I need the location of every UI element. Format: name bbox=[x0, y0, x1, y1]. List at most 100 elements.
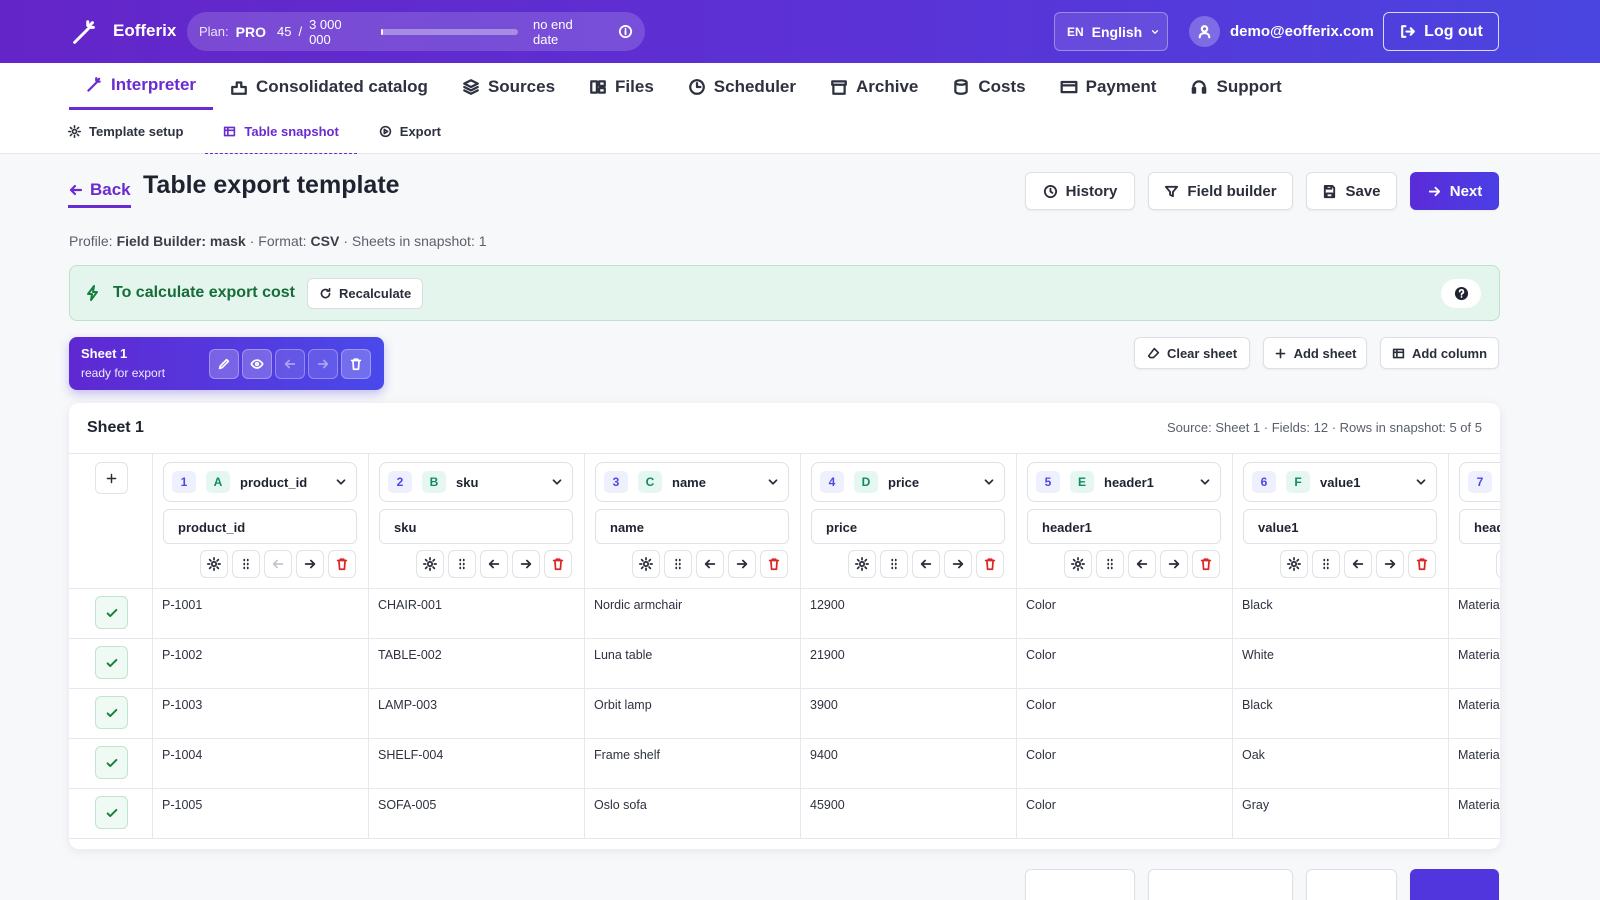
bottom-toolbar-button[interactable] bbox=[1410, 869, 1499, 900]
icon-shape bbox=[106, 708, 117, 717]
nav-tab[interactable]: Payment bbox=[1043, 63, 1174, 110]
column-field-input[interactable]: sku bbox=[379, 509, 573, 544]
column-action[interactable] bbox=[448, 550, 476, 578]
bottom-toolbar-button[interactable] bbox=[1025, 869, 1135, 900]
row-check[interactable] bbox=[95, 746, 128, 779]
toolbar-button[interactable]: Save bbox=[1306, 172, 1397, 210]
column-action[interactable] bbox=[200, 550, 228, 578]
row-check[interactable] bbox=[95, 596, 128, 629]
column-action[interactable] bbox=[976, 550, 1004, 578]
language-select[interactable]: EN English bbox=[1054, 12, 1168, 51]
column-action[interactable] bbox=[848, 550, 876, 578]
column-action[interactable] bbox=[296, 550, 324, 578]
nav-tab[interactable]: Costs bbox=[935, 63, 1042, 110]
column-letter: B bbox=[422, 471, 446, 493]
column-action[interactable] bbox=[728, 550, 756, 578]
column-action[interactable] bbox=[1344, 550, 1372, 578]
column-action[interactable] bbox=[664, 550, 692, 578]
row-check[interactable] bbox=[95, 646, 128, 679]
row-line bbox=[69, 588, 1500, 589]
sub-tab[interactable]: Export bbox=[367, 110, 453, 154]
column-field-input[interactable]: price bbox=[811, 509, 1005, 544]
sub-tab[interactable]: Template setup bbox=[56, 110, 195, 154]
column-action[interactable] bbox=[696, 550, 724, 578]
column-action[interactable] bbox=[232, 550, 260, 578]
toolbar-button[interactable]: Field builder bbox=[1148, 172, 1293, 210]
nav-tab[interactable]: Archive bbox=[813, 63, 935, 110]
icon bbox=[1287, 557, 1301, 571]
column-action[interactable] bbox=[1128, 550, 1156, 578]
sheet-tab-action[interactable] bbox=[209, 349, 239, 379]
nav-tab[interactable]: Interpreter bbox=[69, 63, 214, 110]
icon bbox=[1428, 186, 1440, 196]
bottom-toolbar-button[interactable] bbox=[1306, 869, 1397, 900]
column-action[interactable] bbox=[1408, 550, 1436, 578]
column-action[interactable] bbox=[1096, 550, 1124, 578]
sheet-action[interactable]: Add column bbox=[1380, 337, 1499, 369]
icon bbox=[688, 78, 705, 95]
column-field-input[interactable]: product_id bbox=[163, 509, 357, 544]
sheet-tab-action[interactable] bbox=[275, 349, 305, 379]
icon bbox=[1275, 348, 1285, 358]
column-action[interactable] bbox=[880, 550, 908, 578]
row-check[interactable] bbox=[95, 696, 128, 729]
back-link[interactable]: Back bbox=[68, 174, 131, 208]
sheet-action[interactable]: Add sheet bbox=[1263, 337, 1367, 369]
sheet-tab-action[interactable] bbox=[308, 349, 338, 379]
nav-tab[interactable]: Scheduler bbox=[671, 63, 813, 110]
column-action[interactable] bbox=[1376, 550, 1404, 578]
column-action[interactable] bbox=[544, 550, 572, 578]
column-action[interactable] bbox=[1064, 550, 1092, 578]
nav-tab[interactable]: Sources bbox=[445, 63, 572, 110]
column-field-input[interactable]: header2 bbox=[1459, 509, 1500, 544]
row-check[interactable] bbox=[95, 796, 128, 829]
column-action[interactable] bbox=[944, 550, 972, 578]
column-action[interactable] bbox=[512, 550, 540, 578]
column-field-input[interactable]: header1 bbox=[1027, 509, 1221, 544]
sheet-tab[interactable]: Sheet 1 ready for export bbox=[69, 337, 384, 390]
column-field-input[interactable]: value1 bbox=[1243, 509, 1437, 544]
nav-tab[interactable]: Support bbox=[1173, 63, 1298, 110]
column-action[interactable] bbox=[480, 550, 508, 578]
cell: Color bbox=[1026, 698, 1056, 712]
column-action[interactable] bbox=[1160, 550, 1188, 578]
add-row-button[interactable] bbox=[95, 462, 128, 494]
logout-button[interactable]: Log out bbox=[1383, 12, 1499, 51]
help-button[interactable] bbox=[1441, 279, 1481, 308]
nav-tab[interactable]: Files bbox=[572, 63, 671, 110]
toolbar-button[interactable]: Next bbox=[1410, 172, 1499, 210]
column-action[interactable] bbox=[912, 550, 940, 578]
column-action[interactable] bbox=[1312, 550, 1340, 578]
nav-tab-label: Archive bbox=[856, 76, 919, 96]
icon bbox=[954, 78, 969, 95]
icon bbox=[423, 557, 437, 571]
nav-tab[interactable]: Consolidated catalog bbox=[213, 63, 445, 110]
column-action[interactable] bbox=[328, 550, 356, 578]
column-action[interactable] bbox=[416, 550, 444, 578]
column-field-input[interactable]: name bbox=[595, 509, 789, 544]
column-divider bbox=[368, 454, 369, 839]
sheet-tab-action[interactable] bbox=[341, 349, 371, 379]
column-action[interactable] bbox=[1192, 550, 1220, 578]
sheet-action[interactable]: Clear sheet bbox=[1134, 337, 1250, 369]
sub-tab[interactable]: Table snapshot bbox=[205, 110, 357, 154]
recalculate-button[interactable]: Recalculate bbox=[306, 277, 424, 309]
bottom-toolbar-button[interactable] bbox=[1148, 869, 1293, 900]
icon bbox=[317, 359, 329, 369]
column-action[interactable] bbox=[264, 550, 292, 578]
column-action[interactable] bbox=[632, 550, 660, 578]
icon bbox=[855, 557, 869, 571]
column-action[interactable] bbox=[1280, 550, 1308, 578]
column-action[interactable] bbox=[760, 550, 788, 578]
icon bbox=[1200, 558, 1212, 571]
toolbar-button[interactable]: History bbox=[1025, 172, 1135, 210]
sheet-tab-action[interactable] bbox=[242, 349, 272, 379]
column-action[interactable] bbox=[1496, 550, 1500, 578]
column-header[interactable]: 7Gheader2 bbox=[1459, 462, 1500, 502]
